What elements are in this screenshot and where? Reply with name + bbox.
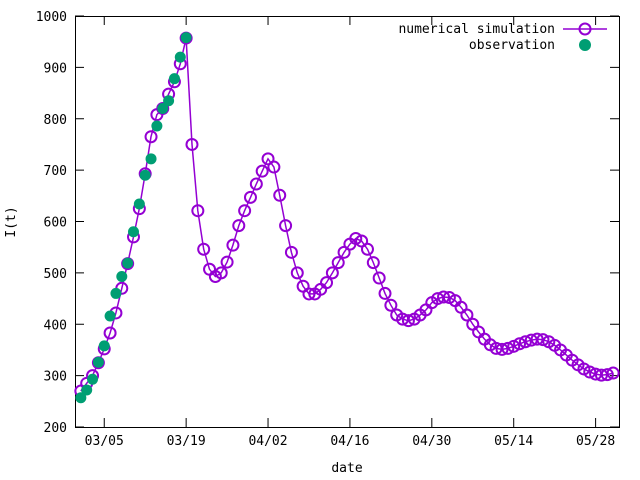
observation-point	[145, 153, 157, 165]
simulation-point	[360, 242, 374, 256]
observation-point	[174, 51, 186, 63]
simulation-point	[249, 177, 263, 191]
y-tick-label: 200	[44, 421, 67, 436]
simulation-line	[80, 37, 614, 392]
simulation-point	[238, 204, 252, 218]
simulation-point	[320, 276, 334, 290]
simulation-point	[273, 188, 287, 202]
y-tick-label: 500	[44, 267, 67, 282]
y-tick-label: 800	[44, 113, 67, 128]
simulation-point	[290, 266, 304, 280]
x-tick-label: 03/19	[167, 434, 206, 449]
observation-point	[116, 270, 128, 282]
observation-point	[139, 169, 151, 181]
observation-point	[104, 310, 116, 322]
simulation-point	[232, 219, 246, 233]
simulation-point	[372, 271, 386, 285]
legend-marker-simulation	[578, 22, 592, 36]
observation-point	[81, 384, 93, 396]
series-layer	[74, 31, 620, 404]
legend-label-simulation: numerical simulation	[398, 22, 555, 37]
simulation-point	[401, 314, 415, 328]
observation-point	[122, 257, 134, 269]
observation-point	[151, 120, 163, 132]
y-tick-label: 700	[44, 164, 67, 179]
x-tick-label: 04/16	[330, 434, 369, 449]
legend-label-observation: observation	[469, 38, 555, 53]
simulation-point	[284, 245, 298, 259]
observation-point	[98, 340, 110, 352]
simulation-point	[460, 308, 474, 322]
x-axis-label: date	[331, 461, 362, 476]
legend-marker-observation	[579, 39, 591, 51]
simulation-point	[507, 339, 521, 353]
simulation-point	[267, 160, 281, 174]
observation-point	[75, 392, 87, 404]
simulation-point	[220, 255, 234, 269]
simulation-point	[384, 298, 398, 312]
x-tick-label: 04/02	[248, 434, 287, 449]
simulation-point	[437, 290, 451, 304]
series-observation	[75, 32, 192, 404]
observation-point	[92, 356, 104, 368]
series-simulation	[74, 31, 620, 398]
simulation-point	[302, 287, 316, 301]
simulation-point	[536, 333, 550, 347]
simulation-point	[226, 238, 240, 252]
simulation-point	[495, 342, 509, 356]
legend: numerical simulation observation	[398, 22, 607, 53]
y-axis: 200 300 400 500 600 700 800 900 1000	[36, 10, 619, 436]
simulation-point	[583, 365, 597, 379]
legend-entry-observation: observation	[469, 38, 591, 53]
simulation-point	[513, 337, 527, 351]
y-tick-label: 1000	[36, 10, 67, 25]
simulation-point	[197, 242, 211, 256]
simulation-point	[366, 256, 380, 270]
x-tick-label: 05/14	[494, 434, 533, 449]
observation-point	[180, 32, 192, 44]
y-tick-label: 600	[44, 216, 67, 231]
simulation-point	[606, 366, 620, 380]
y-tick-label: 900	[44, 61, 67, 76]
observation-point	[87, 373, 99, 385]
simulation-point	[331, 256, 345, 270]
simulation-point	[378, 286, 392, 300]
simulation-point	[325, 266, 339, 280]
observation-point	[168, 73, 180, 85]
observation-point	[157, 102, 169, 114]
simulation-point	[185, 137, 199, 151]
simulation-point	[191, 204, 205, 218]
y-axis-label: I(t)	[4, 206, 19, 237]
simulation-point	[518, 335, 532, 349]
x-tick-label: 03/05	[85, 434, 124, 449]
simulation-point	[530, 332, 544, 346]
simulation-point	[279, 219, 293, 233]
plot-frame	[75, 16, 620, 428]
simulation-point	[255, 164, 269, 178]
legend-entry-simulation: numerical simulation	[398, 22, 607, 37]
observation-point	[163, 95, 175, 107]
simulation-point	[144, 130, 158, 144]
simulation-point	[349, 231, 363, 245]
simulation-point	[214, 266, 228, 280]
simulation-point	[243, 190, 257, 204]
simulation-point	[600, 368, 614, 382]
simulation-point	[594, 368, 608, 382]
x-tick-label: 05/28	[576, 434, 615, 449]
observation-point	[127, 226, 139, 238]
x-axis: 03/05 03/19 04/02 04/16 04/30 05/14 05/28	[85, 16, 615, 449]
y-tick-label: 400	[44, 318, 67, 333]
y-tick-label: 300	[44, 370, 67, 385]
observation-point	[110, 287, 122, 299]
simulation-point	[501, 341, 515, 355]
simulation-point	[103, 326, 117, 340]
observation-point	[133, 198, 145, 210]
x-tick-label: 04/30	[412, 434, 451, 449]
